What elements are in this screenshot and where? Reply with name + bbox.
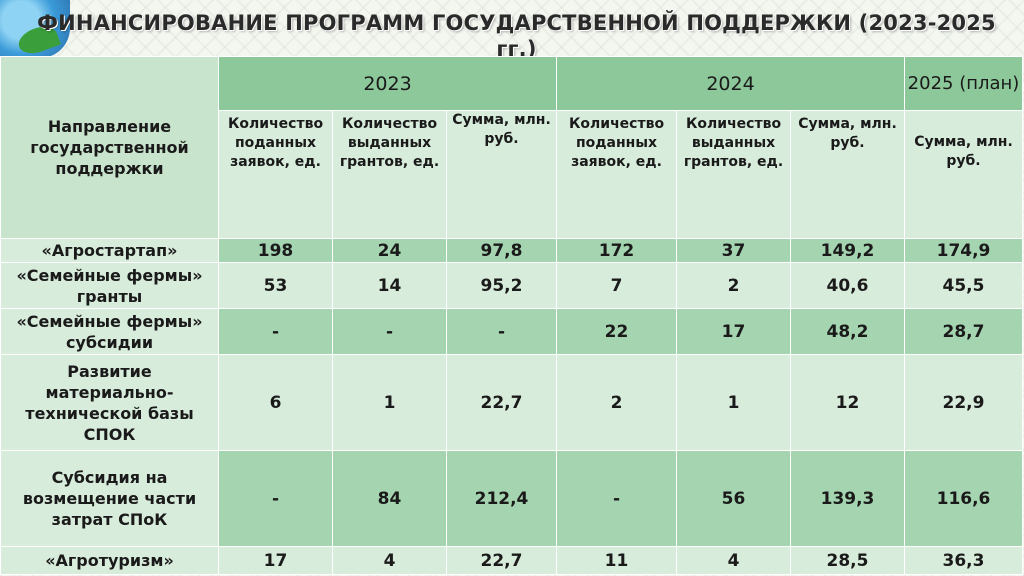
value-2024-sum: 40,6	[790, 262, 905, 309]
value-2025-sum: 36,3	[904, 546, 1023, 575]
subheader-2023-grants: Количество выданных грантов, ед.	[332, 110, 447, 239]
year-header-row: Направление государственной поддержки 20…	[0, 56, 1023, 239]
row-name: Развитие материально-технической базы СП…	[0, 354, 219, 451]
logo	[0, 0, 70, 59]
subheader-2025-sum: Сумма, млн. руб.	[904, 110, 1023, 239]
table-row: Субсидия на возмещение части затрат СПоК…	[0, 450, 1023, 547]
value-2024-applications: 11	[556, 546, 677, 575]
value-2024-applications: 172	[556, 238, 677, 263]
value-2023-grants: -	[332, 308, 447, 355]
subheader-2024-sum: Сумма, млн. руб.	[790, 110, 905, 239]
subheader-row: Количество поданных заявок, ед. Количест…	[1, 110, 1023, 239]
value-2024-sum: 12	[790, 354, 905, 451]
value-2023-applications: -	[218, 308, 333, 355]
row-name: «Агростартап»	[0, 238, 219, 263]
value-2023-grants: 24	[332, 238, 447, 263]
value-2024-grants: 4	[676, 546, 791, 575]
table-row: «Агростартап» 198 24 97,8 172 37 149,2 1…	[0, 238, 1023, 263]
value-2024-grants: 2	[676, 262, 791, 309]
value-2023-grants: 1	[332, 354, 447, 451]
value-2024-applications: -	[556, 450, 677, 547]
value-2024-grants: 17	[676, 308, 791, 355]
value-2024-sum: 149,2	[790, 238, 905, 263]
value-2023-sum: 22,7	[446, 546, 557, 575]
value-2023-sum: 22,7	[446, 354, 557, 451]
value-2024-grants: 1	[676, 354, 791, 451]
funding-table: Направление государственной поддержки 20…	[0, 56, 1023, 575]
value-2023-sum: 212,4	[446, 450, 557, 547]
value-2023-sum: 95,2	[446, 262, 557, 309]
subheader-2023-applications: Количество поданных заявок, ед.	[218, 110, 333, 239]
value-2023-grants: 4	[332, 546, 447, 575]
value-2024-grants: 56	[676, 450, 791, 547]
subheader-2024-applications: Количество поданных заявок, ед.	[556, 110, 677, 239]
value-2024-sum: 139,3	[790, 450, 905, 547]
value-2024-sum: 28,5	[790, 546, 905, 575]
value-2024-sum: 48,2	[790, 308, 905, 355]
value-2025-sum: 116,6	[904, 450, 1023, 547]
row-name: «Семейные фермы» гранты	[0, 262, 219, 309]
value-2023-applications: 6	[218, 354, 333, 451]
value-2024-applications: 22	[556, 308, 677, 355]
year-2024-header: 2024	[556, 56, 905, 111]
value-2023-applications: -	[218, 450, 333, 547]
value-2025-sum: 28,7	[904, 308, 1023, 355]
value-2025-sum: 22,9	[904, 354, 1023, 451]
row-name: «Агротуризм»	[0, 546, 219, 575]
value-2023-applications: 17	[218, 546, 333, 575]
table-row: Развитие материально-технической базы СП…	[0, 354, 1023, 451]
value-2023-applications: 53	[218, 262, 333, 309]
corner-header: Направление государственной поддержки	[0, 56, 219, 239]
table-row: «Семейные фермы» гранты 53 14 95,2 7 2 4…	[0, 262, 1023, 309]
value-2023-sum: 97,8	[446, 238, 557, 263]
row-name: Субсидия на возмещение части затрат СПоК	[0, 450, 219, 547]
value-2023-sum: -	[446, 308, 557, 355]
year-2025-header: 2025 (план)	[904, 56, 1023, 111]
value-2024-grants: 37	[676, 238, 791, 263]
value-2024-applications: 7	[556, 262, 677, 309]
value-2025-sum: 174,9	[904, 238, 1023, 263]
value-2023-grants: 84	[332, 450, 447, 547]
value-2024-applications: 2	[556, 354, 677, 451]
subheader-2023-sum: Сумма, млн. руб.	[446, 110, 557, 239]
value-2025-sum: 45,5	[904, 262, 1023, 309]
slide-title: ФИНАНСИРОВАНИЕ ПРОГРАММ ГОСУДАРСТВЕННОЙ …	[37, 11, 996, 61]
year-2023-header: 2023	[218, 56, 557, 111]
value-2023-grants: 14	[332, 262, 447, 309]
table-row: «Агротуризм» 17 4 22,7 11 4 28,5 36,3	[0, 546, 1023, 575]
table-row: «Семейные фермы» субсидии - - - 22 17 48…	[0, 308, 1023, 355]
subheader-2024-grants: Количество выданных грантов, ед.	[676, 110, 791, 239]
row-name: «Семейные фермы» субсидии	[0, 308, 219, 355]
value-2023-applications: 198	[218, 238, 333, 263]
